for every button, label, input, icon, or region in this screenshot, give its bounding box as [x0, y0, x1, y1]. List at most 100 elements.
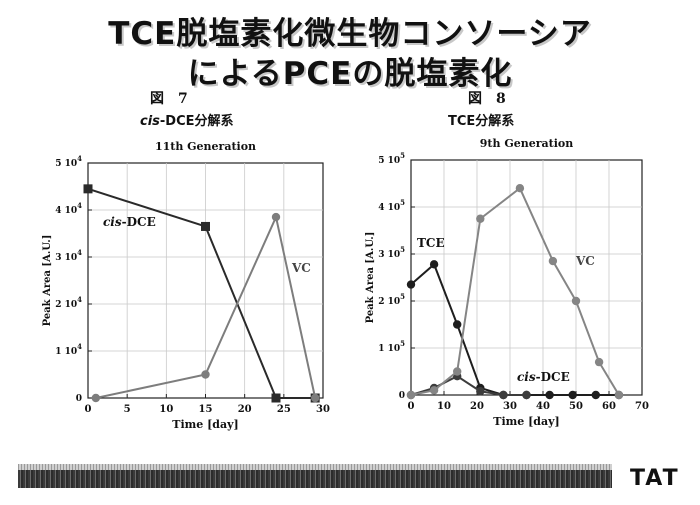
figure-8-caption-rest: TCE分解系: [448, 114, 515, 129]
y-tick-label-base: 3 10: [55, 253, 77, 263]
y-tick-label: 4 104: [55, 201, 82, 216]
slide-title-line1: TCE脱塩素化微生物コンソーシア: [108, 16, 592, 52]
y-tick-label-base: 5 10: [55, 159, 77, 169]
data-point: [201, 221, 210, 231]
series-label-text: VC: [575, 254, 595, 268]
footer-bar-top: [18, 464, 612, 470]
x-tick-label: 0: [408, 401, 415, 412]
x-tick-label: 15: [199, 404, 213, 415]
series-label-italic: cis: [103, 215, 122, 229]
series-vc: [91, 212, 320, 403]
y-tick-label: 1 105: [378, 339, 405, 354]
data-point: [568, 390, 577, 400]
x-tick-label: 25: [277, 404, 291, 415]
x-tick-label: 30: [316, 404, 330, 415]
series-label-text: -DCE: [122, 215, 156, 229]
data-point: [594, 357, 604, 367]
figure-7-caption-italic: cis: [140, 114, 160, 129]
figure-7-caption: cis-DCE分解系: [140, 110, 234, 129]
y-tick-label-exponent: 4: [77, 154, 82, 163]
data-point: [522, 390, 531, 400]
series-label: cis-DCE: [103, 215, 156, 229]
x-tick-label: 20: [470, 401, 484, 412]
y-tick-label: 1 104: [55, 342, 82, 357]
x-tick-label: 5: [124, 404, 131, 415]
y-tick-label-base: 5 10: [378, 156, 400, 166]
y-tick-label: 5 104: [55, 154, 82, 169]
figure-8-number: 図 8: [468, 91, 506, 107]
data-point: [515, 184, 525, 193]
x-tick-label: 10: [159, 404, 173, 415]
y-tick-label-exponent: 4: [77, 342, 82, 351]
y-tick-label: 2 104: [55, 295, 82, 310]
y-tick-label: 3 105: [378, 245, 405, 260]
chart-title: 9th Generation: [480, 137, 573, 150]
data-point: [453, 367, 462, 376]
y-tick-label-exponent: 5: [400, 198, 405, 207]
figure-7-number: 図 7: [150, 91, 188, 107]
series-vc: [406, 184, 624, 400]
plot-frame: [410, 159, 643, 396]
y-tick-label-exponent: 4: [77, 201, 82, 210]
logo: TAT: [630, 466, 680, 491]
x-tick-label: 0: [85, 404, 92, 415]
y-tick-label-base: 0: [76, 394, 82, 404]
data-point: [476, 387, 485, 396]
y-tick-label-base: 2 10: [378, 297, 400, 307]
x-tick-label: 60: [602, 401, 616, 412]
figure-8-caption: TCE分解系: [448, 110, 514, 129]
series-label: TCE: [417, 236, 445, 250]
series-line: [95, 213, 317, 399]
data-point: [571, 296, 581, 306]
data-point: [429, 260, 439, 269]
x-tick-label: 50: [569, 401, 583, 412]
series-label-italic: cis: [517, 370, 536, 384]
y-tick-label-base: 2 10: [55, 300, 77, 310]
data-point: [591, 390, 600, 400]
data-point: [201, 370, 210, 379]
data-point: [310, 393, 320, 403]
data-point: [406, 390, 416, 400]
series-label-text: TCE: [417, 236, 445, 250]
y-tick-label: 0: [399, 391, 405, 401]
y-tick-label-base: 4 10: [55, 206, 77, 216]
series-label: cis-DCE: [517, 370, 570, 384]
series-label-text: VC: [291, 261, 311, 275]
y-tick-label-exponent: 5: [400, 339, 405, 348]
x-tick-label: 20: [238, 404, 252, 415]
y-tick-label-base: 1 10: [55, 347, 77, 357]
data-point: [614, 390, 624, 400]
x-axis-label: Time [day]: [172, 418, 238, 431]
y-axis-label: Peak Area [A.U.]: [42, 235, 53, 327]
y-tick-label: 5 105: [378, 151, 405, 166]
x-tick-label: 40: [536, 401, 550, 412]
data-point: [548, 256, 558, 266]
y-tick-label-exponent: 5: [400, 245, 405, 254]
x-tick-label: 10: [437, 401, 451, 412]
y-tick-label: 0: [76, 394, 82, 404]
data-point: [406, 280, 416, 289]
x-tick-label: 70: [635, 401, 649, 412]
y-tick-label: 4 105: [378, 198, 405, 213]
x-axis-label: Time [day]: [493, 415, 559, 428]
figure-7-caption-rest: -DCE分解系: [159, 114, 234, 129]
y-tick-label: 3 104: [55, 248, 82, 263]
data-point: [429, 386, 439, 395]
y-tick-label-base: 1 10: [378, 344, 400, 354]
y-tick-label-exponent: 5: [400, 151, 405, 160]
y-tick-label-base: 0: [399, 391, 405, 401]
data-point: [271, 212, 281, 222]
data-point: [476, 214, 485, 223]
x-tick-label: 30: [503, 401, 517, 412]
data-point: [271, 393, 281, 403]
data-point: [545, 390, 554, 400]
series-label: VC: [575, 254, 595, 268]
y-tick-label-exponent: 5: [400, 292, 405, 301]
y-axis-label: Peak Area [A.U.]: [365, 232, 376, 324]
data-point: [499, 390, 508, 400]
series-label: VC: [291, 261, 311, 275]
y-tick-label: 2 105: [378, 292, 405, 307]
y-tick-label-exponent: 4: [77, 248, 82, 257]
